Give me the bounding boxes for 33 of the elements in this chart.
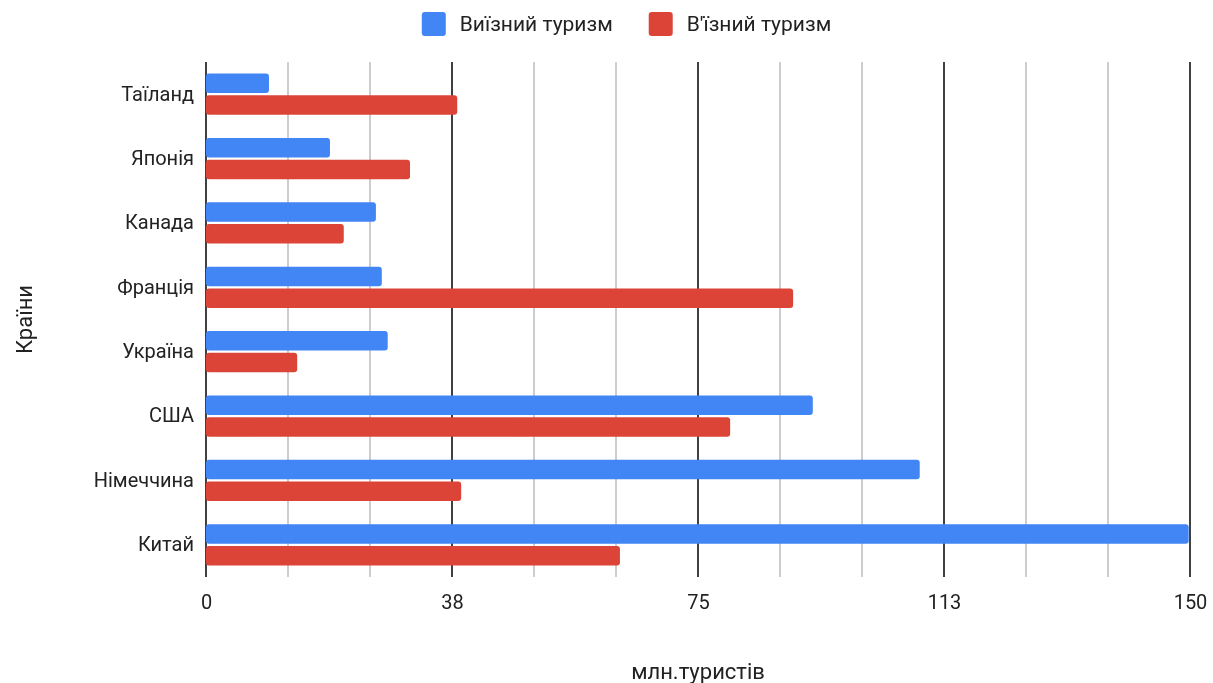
bar <box>206 95 458 115</box>
bar <box>206 524 1189 544</box>
x-tick-label: 75 <box>687 590 710 615</box>
legend-label: Виїзний туризм <box>459 12 613 36</box>
y-tick-label: Франція <box>117 274 194 299</box>
bar <box>206 288 794 308</box>
x-tick-label: 113 <box>927 590 962 615</box>
x-tick-label: 150 <box>1173 590 1208 615</box>
y-tick-label: Японія <box>130 145 194 170</box>
y-tick-label: Німеччина <box>93 467 194 492</box>
y-tick-label: Україна <box>122 339 194 364</box>
y-tick-label: Таїланд <box>121 81 194 106</box>
x-tick-label: 0 <box>200 590 213 615</box>
y-tick-label: Китай <box>137 532 194 557</box>
bar <box>206 352 298 373</box>
bar <box>206 224 344 244</box>
bar <box>206 459 920 480</box>
x-tick-label: 38 <box>441 590 464 615</box>
bar <box>206 481 462 502</box>
bar <box>206 137 330 158</box>
bar <box>206 159 411 180</box>
bar <box>206 202 376 222</box>
bar <box>206 331 388 351</box>
bar <box>206 545 620 566</box>
legend-label: В'їзний туризм <box>686 12 832 36</box>
y-tick-label: США <box>148 403 194 428</box>
y-tick-label: Канада <box>124 210 194 235</box>
bar <box>206 266 382 287</box>
y-axis-title: Країни <box>12 284 37 355</box>
bar <box>206 417 731 437</box>
bar <box>206 395 813 415</box>
x-axis-title: млн.туристів <box>631 659 765 683</box>
bar <box>206 73 269 94</box>
